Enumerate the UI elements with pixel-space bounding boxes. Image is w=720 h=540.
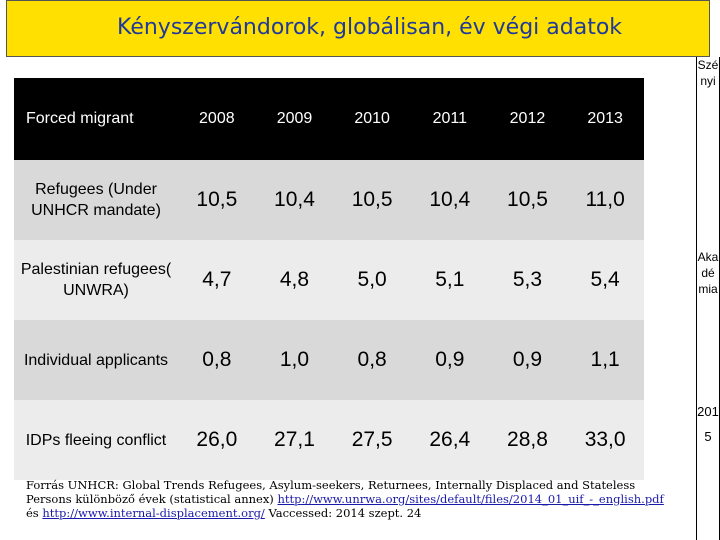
header-year-2012: 2012	[488, 78, 567, 160]
table-cell: 0,8	[333, 320, 411, 400]
table-cell: 10,5	[178, 160, 256, 240]
title-bar: Kényszervándorok, globálisan, év végi ad…	[6, 0, 710, 57]
header-forced-migrant: Forced migrant	[14, 78, 178, 160]
source-note: Forrás UNHCR: Global Trends Refugees, As…	[26, 478, 666, 520]
table-header-row: Forced migrant 2008 2009 2010 2011 2012 …	[14, 78, 644, 160]
header-year-2013: 2013	[566, 78, 644, 160]
side-strip: Szényi Akadémia 2015	[696, 57, 720, 540]
idmc-link[interactable]: http://www.internal-displacement.org/	[42, 506, 265, 520]
table-row: IDPs fleeing conflict 26,0 27,1 27,5 26,…	[14, 400, 644, 480]
table-cell: 27,5	[333, 400, 411, 480]
table-cell: 26,4	[410, 400, 489, 480]
table-cell: 27,1	[255, 400, 334, 480]
row-label: IDPs fleeing conflict	[14, 400, 178, 480]
table-cell: 5,0	[333, 240, 411, 320]
table-cell: 10,4	[255, 160, 334, 240]
table-row: Palestinian refugees( UNWRA) 4,7 4,8 5,0…	[14, 240, 644, 320]
row-label: Palestinian refugees( UNWRA)	[14, 240, 178, 320]
table-cell: 5,1	[410, 240, 489, 320]
table-cell: 1,1	[566, 320, 644, 400]
table-cell: 0,8	[178, 320, 256, 400]
unrwa-link[interactable]: http://www.unrwa.org/sites/default/files…	[277, 492, 664, 506]
header-year-2011: 2011	[410, 78, 489, 160]
table-cell: 33,0	[566, 400, 644, 480]
table-cell: 4,7	[178, 240, 256, 320]
table-cell: 0,9	[488, 320, 567, 400]
forced-migrant-table: Forced migrant 2008 2009 2010 2011 2012 …	[14, 78, 644, 480]
slide-title: Kényszervándorok, globálisan, év végi ad…	[117, 15, 623, 40]
sidebar-institution: Akadémia	[697, 250, 719, 296]
header-year-2009: 2009	[255, 78, 334, 160]
table-cell: 5,4	[566, 240, 644, 320]
table-cell: 10,5	[333, 160, 411, 240]
table-cell: 10,4	[410, 160, 489, 240]
table-cell: 28,8	[488, 400, 567, 480]
table-cell: 0,9	[410, 320, 489, 400]
source-and: és	[26, 506, 39, 520]
header-year-2008: 2008	[178, 78, 256, 160]
table-cell: 1,0	[255, 320, 334, 400]
sidebar-year: 2015	[697, 404, 719, 444]
table-cell: 4,8	[255, 240, 334, 320]
row-label: Refugees (Under UNHCR mandate)	[14, 160, 178, 240]
table-cell: 11,0	[566, 160, 644, 240]
table-cell: 5,3	[488, 240, 567, 320]
row-label: Individual applicants	[14, 320, 178, 400]
source-accessed: Vaccessed: 2014 szept. 24	[268, 506, 422, 520]
header-year-2010: 2010	[333, 78, 411, 160]
sidebar-author-name: Szényi	[697, 58, 719, 88]
table-row: Individual applicants 0,8 1,0 0,8 0,9 0,…	[14, 320, 644, 400]
table-cell: 26,0	[178, 400, 256, 480]
table-row: Refugees (Under UNHCR mandate) 10,5 10,4…	[14, 160, 644, 240]
table-cell: 10,5	[488, 160, 567, 240]
source-text: Forrás UNHCR: Global Trends Refugees, As…	[26, 478, 636, 506]
